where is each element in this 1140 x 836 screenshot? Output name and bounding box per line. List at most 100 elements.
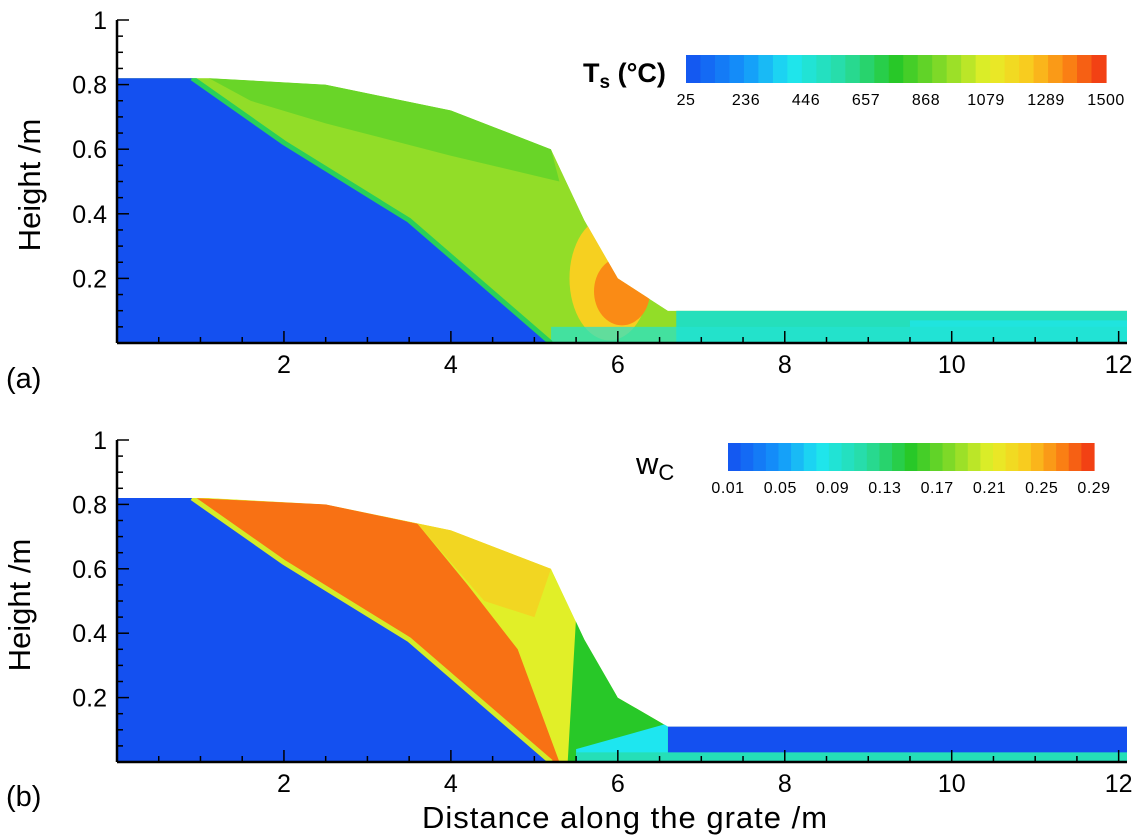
colorbar-swatch-a [801, 55, 817, 83]
colorbar-swatch-b [753, 443, 767, 471]
colorbar-swatch-b [892, 443, 906, 471]
y-tick-label-b: 1 [93, 427, 107, 455]
colorbar-swatch-a [787, 55, 803, 83]
colorbar-swatch-b [791, 443, 805, 471]
colorbar-swatch-a [1019, 55, 1035, 83]
colorbar-swatch-b [728, 443, 742, 471]
colorbar-tick-label-a: 657 [852, 92, 880, 109]
colorbar-swatch-b [1005, 443, 1019, 471]
colorbar-swatch-b [967, 443, 982, 471]
colorbar-tick-label-b: 0.29 [1077, 480, 1110, 497]
y-tick-label-a: 0.6 [72, 136, 107, 164]
colorbar-swatch-a [903, 55, 919, 83]
colorbar-tick-label-b: 0.13 [868, 480, 901, 497]
colorbar-swatch-a [729, 55, 745, 83]
y-axis-label-a: Height /m [12, 119, 47, 252]
colorbar-swatch-a [686, 55, 702, 83]
y-tick-label-a: 0.2 [72, 265, 107, 293]
colorbar-swatch-a [1048, 55, 1064, 83]
colorbar-tick-label-b: 0.01 [711, 480, 744, 497]
colorbar-swatch-a [975, 55, 991, 83]
colorbar-label-a: Ts (°C) [583, 58, 666, 93]
field-b [117, 498, 1127, 762]
x-tick-label-a: 6 [611, 351, 625, 379]
colorbar-swatch-b [1081, 443, 1095, 471]
colorbar-swatch-b [816, 443, 830, 471]
colorbar-swatch-a [714, 55, 731, 83]
colorbar-swatch-a [700, 55, 716, 83]
colorbar-swatch-a [1004, 55, 1020, 83]
x-tick-label-b: 8 [778, 770, 792, 798]
colorbar-label-unit-a: (°C) [610, 58, 666, 88]
colorbar-swatch-b [740, 443, 754, 471]
grate-cooled-layer [551, 326, 1127, 343]
colorbar-swatch-a [917, 55, 933, 83]
panel-a: 2 4 6 8 10 12 0.2 0.4 0.6 0.8 1 Height /m (a) 25 23… [6, 7, 1133, 395]
plot-area-b [117, 498, 1127, 762]
axes-a: 2 4 6 8 10 12 0.2 0.4 0.6 0.8 1 [72, 7, 1132, 379]
colorbar-label-b: wC [635, 446, 674, 485]
colorbar-label-sub-b: C [658, 460, 674, 485]
colorbar-swatch-b [765, 443, 780, 471]
x-tick-label-b: 10 [938, 770, 966, 798]
colorbar-swatch-a [816, 55, 832, 83]
x-axis-label: Distance along the grate /m [422, 800, 828, 835]
y-tick-label-b: 0.6 [72, 556, 107, 584]
colorbar-tick-label-a: 446 [792, 92, 820, 109]
colorbar-tick-label-a: 25 [677, 92, 696, 109]
y-tick-label-a: 1 [93, 7, 107, 35]
colorbar-tick-label-a: 1289 [1027, 92, 1065, 109]
colorbar-swatch-a [946, 55, 962, 83]
upper-bed-region [208, 78, 560, 182]
colorbar-swatch-a [772, 55, 788, 83]
colorbar-tick-label-b: 0.25 [1025, 480, 1058, 497]
colorbar-swatch-a [1077, 55, 1093, 83]
panel-b: 2 4 6 8 10 12 0.2 0.4 0.6 0.8 1 Height /m (b) 0.01… [2, 427, 1133, 835]
colorbar-tick-label-a: 868 [912, 92, 940, 109]
colorbar-swatch-b [980, 443, 994, 471]
colorbar-swatch-b [1043, 443, 1057, 471]
colorbar-swatch-a [888, 55, 904, 83]
colorbar-swatch-b [1068, 443, 1082, 471]
colorbar-swatch-b [929, 443, 944, 471]
x-tick-label-b: 6 [611, 770, 625, 798]
colorbar-tick-label-a: 1500 [1087, 92, 1125, 109]
colorbar-tick-label-a: 1079 [967, 92, 1005, 109]
colorbar-swatch-a [932, 55, 948, 83]
x-tick-label-a: 10 [938, 351, 966, 379]
colorbar-swatch-a [1033, 55, 1049, 83]
y-axis-label-b: Height /m [2, 539, 37, 672]
colorbar-swatch-a [758, 55, 774, 83]
x-tick-label-b: 2 [277, 770, 291, 798]
colorbar-swatch-a [1091, 55, 1107, 83]
x-tick-label-a: 8 [778, 351, 792, 379]
y-tick-label-b: 0.2 [72, 685, 107, 713]
colorbar-swatch-b [1018, 443, 1032, 471]
y-tick-label-a: 0.4 [72, 201, 107, 229]
colorbar-label-main-b: w [635, 446, 659, 481]
colorbar-swatch-b [1030, 443, 1045, 471]
panel-label-b: (b) [6, 781, 41, 813]
colorbar-swatch-b [993, 443, 1007, 471]
colorbar-label-main-a: T [583, 58, 600, 88]
colorbar-swatch-a [845, 55, 861, 83]
colorbar-swatch-b [942, 443, 956, 471]
colorbar-tick-label-b: 0.05 [764, 480, 797, 497]
x-tick-label-b: 12 [1105, 770, 1133, 798]
field-a [117, 78, 1127, 343]
x-tick-label-a: 4 [444, 351, 458, 379]
colorbar-swatch-b [866, 443, 881, 471]
x-tick-label-b: 4 [444, 770, 458, 798]
colorbar-swatch-b [854, 443, 868, 471]
colorbar-swatch-a [990, 55, 1006, 83]
burnout-hot-zone [594, 257, 650, 326]
plot-area-a [117, 78, 1127, 343]
colorbar-swatch-a [874, 55, 890, 83]
x-tick-label-a: 12 [1105, 351, 1133, 379]
colorbar-swatch-a [1062, 55, 1078, 83]
colorbar-swatch-b [828, 443, 843, 471]
y-tick-label-a: 0.8 [72, 72, 107, 100]
colorbar-tick-label-b: 0.21 [973, 480, 1006, 497]
panel-label-a: (a) [6, 363, 41, 395]
